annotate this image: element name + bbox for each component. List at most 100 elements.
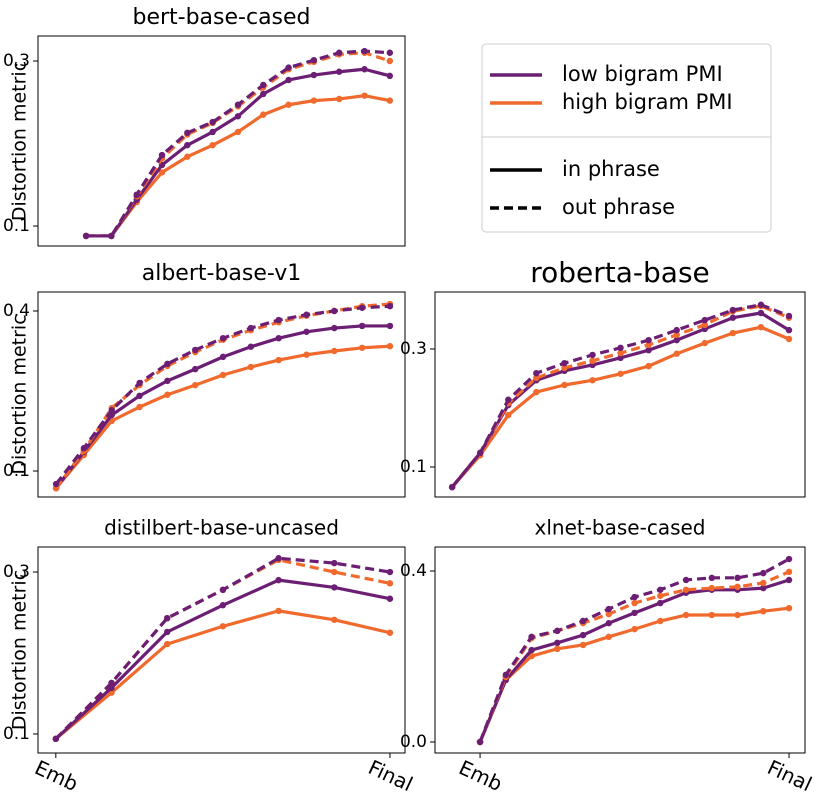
legend-label: low bigram PMI [562, 62, 723, 86]
data-point [164, 377, 171, 385]
data-point [275, 316, 282, 324]
data-point [260, 81, 267, 89]
data-point [184, 129, 191, 136]
series-line [54, 302, 391, 490]
data-point [361, 47, 368, 55]
y-axis-label: Distortion metric [9, 61, 31, 221]
data-point [247, 343, 255, 350]
data-point [386, 568, 394, 576]
data-point [331, 584, 338, 591]
data-point [275, 607, 282, 615]
legend-label: high bigram PMI [562, 90, 733, 114]
data-point [757, 323, 765, 331]
y-axis-label: Distortion metric [9, 314, 31, 474]
data-point [335, 95, 343, 103]
legend-label: out phrase [562, 195, 675, 219]
data-point [209, 118, 216, 126]
data-point [561, 381, 568, 389]
data-point [133, 191, 140, 198]
data-point [701, 316, 708, 324]
data-point [579, 641, 587, 649]
data-point [310, 97, 318, 104]
data-point [361, 92, 368, 99]
data-point [219, 353, 227, 361]
data-point [275, 356, 282, 364]
data-point [657, 592, 664, 599]
data-point [192, 365, 199, 373]
data-point [386, 595, 394, 602]
data-point [331, 347, 338, 355]
chart-title: distilbert-base-uncased [104, 516, 339, 540]
data-point [310, 56, 318, 64]
y-tick-label: 0.4 [3, 301, 30, 321]
data-point [219, 586, 227, 594]
data-point [386, 72, 394, 80]
data-point [108, 232, 115, 240]
data-point [528, 646, 535, 654]
plot-frame [37, 291, 406, 498]
data-point [164, 614, 171, 622]
series-line [450, 311, 790, 489]
data-point [617, 349, 624, 357]
data-point [589, 357, 596, 365]
plot-frame [37, 35, 406, 247]
data-point [219, 334, 227, 342]
data-point [673, 336, 680, 344]
plot-frame [37, 546, 406, 754]
data-point [760, 579, 767, 587]
data-point [554, 645, 561, 653]
data-point [533, 388, 540, 396]
data-point [285, 101, 292, 108]
data-point [673, 326, 680, 334]
data-point [335, 68, 343, 75]
data-point [219, 623, 227, 630]
data-point [184, 141, 191, 149]
data-point [617, 344, 624, 352]
y-tick-label: 0.1 [3, 216, 30, 236]
data-point [785, 568, 793, 576]
chart-title: xlnet-base-cased [535, 516, 706, 540]
data-point [335, 49, 343, 56]
data-point [80, 444, 88, 452]
data-point [386, 580, 394, 587]
data-point [757, 301, 765, 308]
data-point [260, 111, 267, 118]
y-tick-label: 0.1 [3, 724, 30, 744]
data-point [617, 370, 624, 377]
data-point [579, 617, 587, 625]
y-tick-label: 0.1 [400, 457, 427, 477]
data-point [708, 574, 715, 582]
data-point [533, 369, 540, 377]
data-point [386, 97, 394, 104]
data-point [386, 57, 394, 65]
data-point [729, 329, 737, 337]
data-point [645, 346, 652, 354]
plot-frame [434, 291, 806, 498]
data-point [476, 738, 484, 746]
data-point [785, 335, 793, 343]
x-tick-label: Final [764, 755, 816, 796]
data-point [708, 611, 715, 619]
data-point [631, 599, 638, 607]
y-axis-label: Distortion metric [9, 570, 31, 730]
x-tick-label: Emb [455, 755, 506, 796]
data-point [358, 322, 366, 330]
data-point [785, 576, 793, 584]
data-point [785, 555, 793, 563]
data-point [760, 584, 767, 592]
data-point [561, 359, 568, 367]
data-point [361, 66, 368, 73]
data-point [579, 631, 587, 639]
data-point [386, 302, 394, 310]
data-point [505, 396, 512, 403]
data-point [331, 568, 338, 576]
data-point [136, 403, 143, 411]
data-point [605, 610, 612, 618]
chart-title: bert-base-cased [132, 5, 310, 30]
data-point [645, 362, 652, 370]
data-point [164, 628, 171, 636]
data-point [108, 407, 115, 414]
data-point [760, 569, 767, 577]
data-point [682, 611, 690, 619]
